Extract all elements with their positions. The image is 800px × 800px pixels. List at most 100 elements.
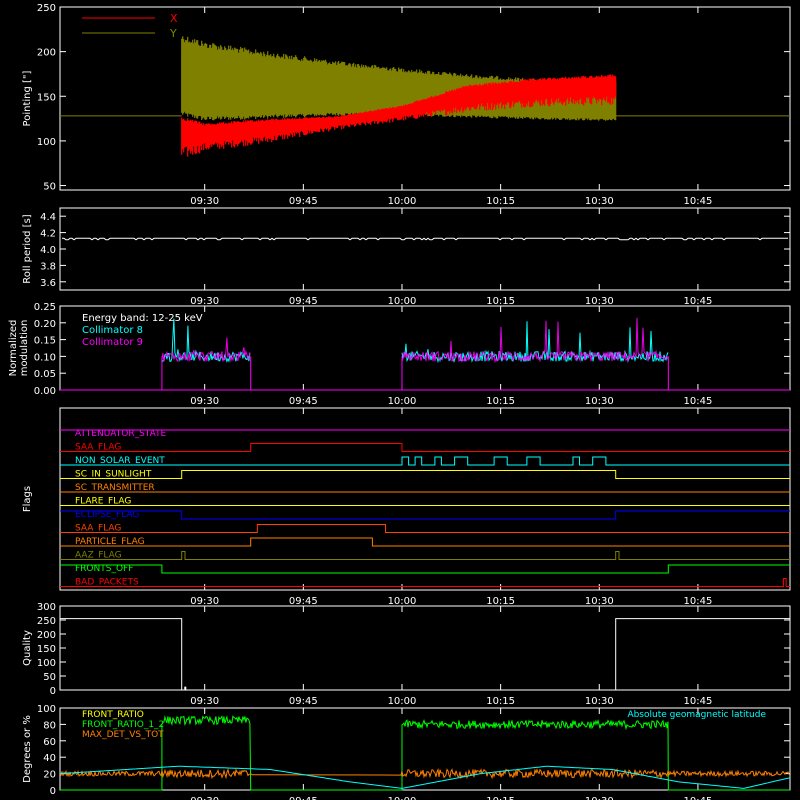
flag-label: SAA_FLAG [75,443,121,453]
y-tick-label: 80 [43,720,56,731]
legend-label: FRONT_RATIO_1_2 [82,720,164,730]
y-tick-label: 0.25 [34,302,56,313]
flag-label: BAD_PACKETS [75,578,139,588]
y-tick-label: 150 [37,92,56,103]
x-tick-label: 10:00 [388,796,417,800]
legend-label-y: Y [169,27,177,40]
y-tick-label: 100 [37,658,56,669]
legend-label: MAX_DET_VS_TOT [82,730,164,740]
y-tick-label: 200 [37,630,56,641]
x-tick-label: 10:30 [585,696,614,707]
panel-frame [59,207,791,291]
flag-label: FRONTS_OFF [75,564,133,574]
panel-5: 09:30 09:45 10:00 10:15 10:30 10:45 0 20 40 60 80 1… [22,704,791,800]
flag-label: ATTENUATOR_STATE [75,429,167,439]
legend-label: FRONT_RATIO [82,710,144,720]
y-tick-label: 300 [37,602,56,613]
x-tick-label: 10:45 [684,296,713,307]
flag-label: SC_TRANSMITTER [75,483,155,493]
roll-period-line [62,237,788,241]
y-tick-label: 20 [43,770,56,781]
flag-label: NON_SOLAR_EVENT [75,456,165,466]
x-tick-label: 10:00 [388,196,417,207]
panel-3: 09:30 09:45 10:00 10:15 10:30 10:45 Flags ATTEN… [22,407,791,607]
x-tick-label: 10:15 [486,596,515,607]
y-tick-label: 50 [43,672,56,683]
y-axis-label: Quality [22,630,33,666]
y-axis-label: Roll period [s] [22,214,33,283]
x-tick-label: 09:30 [190,696,219,707]
y-tick-label: 0.20 [34,319,56,330]
panel-frame [59,407,791,591]
y-tick-label: 40 [43,753,56,764]
panel-frame [59,6,791,191]
y-tick-label: 100 [37,704,56,715]
y-tick-label: 50 [43,182,56,193]
x-tick-label: 10:00 [388,396,417,407]
y-tick-label: 200 [37,48,56,59]
panel-4: 09:30 09:45 10:00 10:15 10:30 10:45 0 50 100 150 2… [22,602,791,707]
x-tick-label: 10:15 [486,396,515,407]
modulation-segment-edges [60,356,790,391]
flag-line [60,578,790,587]
y-tick-label: 0 [50,686,56,697]
panel-1: 09:30 09:45 10:00 10:15 10:30 10:45 3.6 3.8 4.0 4… [22,207,791,307]
y-axis-label: modulation [19,320,30,377]
y-tick-label: 3.8 [40,261,56,272]
y-axis-label: Degrees or % [22,715,33,783]
flag-line [60,443,790,452]
series-front-ratio-1-2 [60,715,790,791]
flag-line [60,510,790,520]
x-tick-label: 10:00 [388,596,417,607]
y-tick-label: 0.15 [34,336,56,347]
y-tick-label: 250 [37,616,56,627]
flag-label: SC_IN_SUNLIGHT [75,470,152,480]
flag-label: FLARE_FLAG [75,497,131,507]
y-axis-label: Normalized [8,320,19,377]
flag-line [60,456,790,466]
y-tick-label: 60 [43,737,56,748]
modulation-collimator-8 [161,318,669,364]
x-tick-label: 09:45 [289,596,318,607]
y-tick-label: 150 [37,644,56,655]
x-tick-label: 09:30 [190,796,219,800]
annotation-collimator-9: Collimator 9 [82,337,143,348]
y-tick-label: 3.6 [40,278,56,289]
y-tick-label: 100 [37,137,56,148]
quality-spike [184,686,187,690]
quality-line [60,618,790,691]
y-tick-label: 0.00 [34,386,56,397]
flag-line [60,537,790,547]
x-tick-label: 10:00 [388,296,417,307]
x-tick-label: 09:45 [289,396,318,407]
legend-label-x: X [170,12,178,25]
y-tick-label: 4.4 [40,212,56,223]
flag-label: SAA_FLAG [75,524,121,534]
x-tick-label: 10:15 [486,296,515,307]
y-axis-label: Flags [22,486,33,512]
x-tick-label: 10:30 [585,396,614,407]
x-tick-label: 10:30 [585,196,614,207]
y-tick-label: 4.0 [40,245,56,256]
x-tick-label: 09:30 [190,296,219,307]
x-tick-label: 10:15 [486,796,515,800]
flag-line [60,564,790,574]
y-tick-label: 0.10 [34,352,56,363]
series-latitude [59,765,791,789]
x-tick-label: 10:15 [486,196,515,207]
annotation-collimator-8: Collimator 8 [82,325,143,336]
y-tick-label: 0 [50,786,56,797]
panel-frame [59,707,791,791]
x-tick-label: 10:45 [684,696,713,707]
modulation-collimator-9 [161,317,669,364]
x-tick-label: 09:45 [289,196,318,207]
x-tick-label: 09:45 [289,296,318,307]
flag-line [60,551,790,560]
panel-2: 09:30 09:45 10:00 10:15 10:30 10:45 0.00 0.05 0.… [8,302,791,407]
series-max-det-vs-tot [60,767,790,780]
x-tick-label: 10:30 [585,296,614,307]
y-tick-label: 250 [37,3,56,14]
series-x-band [181,74,617,157]
y-tick-label: 4.2 [40,229,56,240]
